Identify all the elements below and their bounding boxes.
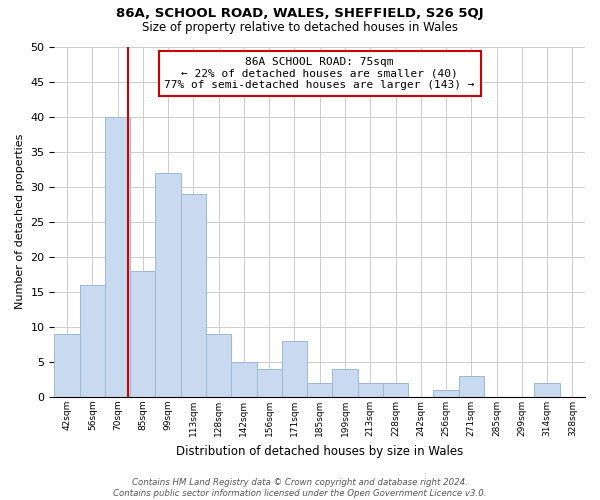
Text: Contains HM Land Registry data © Crown copyright and database right 2024.
Contai: Contains HM Land Registry data © Crown c…: [113, 478, 487, 498]
Bar: [105, 116, 130, 397]
Bar: [358, 383, 383, 397]
Y-axis label: Number of detached properties: Number of detached properties: [15, 134, 25, 310]
Bar: [80, 285, 105, 397]
Bar: [535, 383, 560, 397]
Bar: [155, 172, 181, 397]
Bar: [231, 362, 257, 397]
Bar: [181, 194, 206, 397]
Text: 86A SCHOOL ROAD: 75sqm
← 22% of detached houses are smaller (40)
77% of semi-det: 86A SCHOOL ROAD: 75sqm ← 22% of detached…: [164, 57, 475, 90]
Bar: [332, 369, 358, 397]
Bar: [383, 383, 408, 397]
Bar: [257, 369, 282, 397]
Bar: [307, 383, 332, 397]
Bar: [130, 271, 155, 397]
Bar: [55, 334, 80, 397]
Bar: [433, 390, 458, 397]
Text: 86A, SCHOOL ROAD, WALES, SHEFFIELD, S26 5QJ: 86A, SCHOOL ROAD, WALES, SHEFFIELD, S26 …: [116, 8, 484, 20]
Bar: [206, 334, 231, 397]
Bar: [282, 341, 307, 397]
Bar: [458, 376, 484, 397]
Text: Size of property relative to detached houses in Wales: Size of property relative to detached ho…: [142, 21, 458, 34]
X-axis label: Distribution of detached houses by size in Wales: Distribution of detached houses by size …: [176, 444, 463, 458]
